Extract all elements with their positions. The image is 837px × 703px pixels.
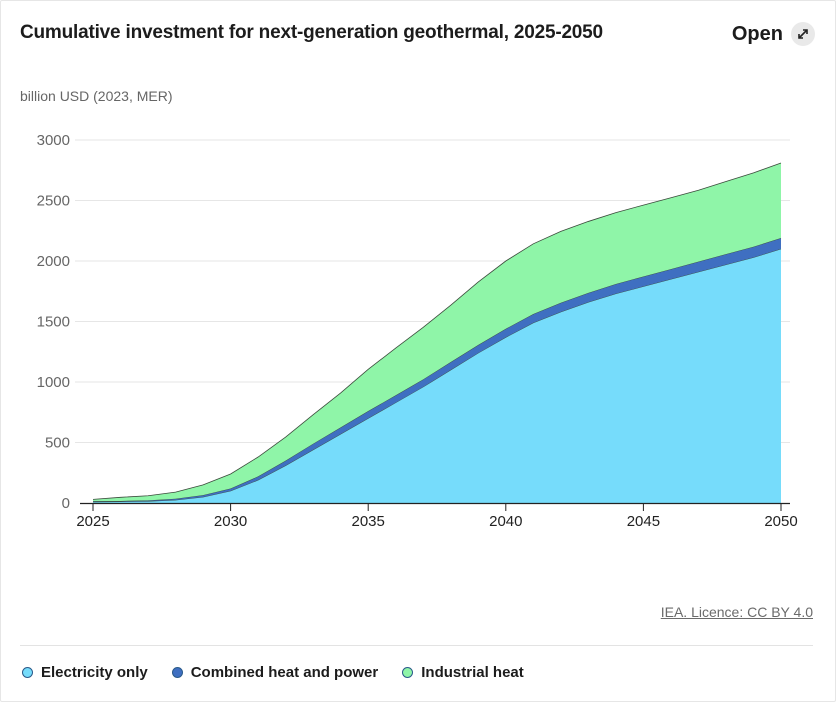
legend-label: Industrial heat <box>421 664 524 681</box>
legend-swatch <box>402 667 414 678</box>
area-industrial-heat <box>93 162 781 502</box>
x-axis: 2025 2030 2035 2040 2045 2050 <box>76 502 798 530</box>
legend-item-combined-heat-and-power[interactable]: Combined heat and power <box>171 664 379 681</box>
y-tick-label: 500 <box>45 435 70 452</box>
legend-item-industrial-heat[interactable]: Industrial heat <box>402 664 524 681</box>
area-combined-heat-and-power <box>93 238 781 502</box>
legend-item-electricity-only[interactable]: Electricity only <box>22 664 148 681</box>
chart-title: Cumulative investment for next-generatio… <box>20 22 603 43</box>
legend-label: Electricity only <box>41 664 148 681</box>
y-axis-unit-label: billion USD (2023, MER) <box>20 88 173 104</box>
area-electricity-only <box>93 248 781 503</box>
y-tick-label: 0 <box>62 495 70 512</box>
legend: Electricity only Combined heat and power I… <box>22 664 524 681</box>
x-tick-label: 2040 <box>489 513 522 530</box>
licence-link[interactable]: IEA. Licence: CC BY 4.0 <box>660 604 813 620</box>
y-tick-label: 1000 <box>37 374 70 391</box>
x-tick-label: 2035 <box>352 513 385 530</box>
x-tick-label: 2045 <box>627 513 660 530</box>
area-chart: 0 500 1000 1500 2000 2500 3000 2025 2030 2035 204… <box>37 132 798 530</box>
stacked-areas <box>92 162 782 503</box>
x-tick-label: 2025 <box>76 513 109 530</box>
open-button[interactable]: Open <box>732 20 815 48</box>
legend-divider <box>20 645 813 646</box>
y-tick-label: 2000 <box>37 253 70 270</box>
y-axis-ticks: 0 500 1000 1500 2000 2500 3000 <box>37 132 70 512</box>
legend-swatch <box>171 667 183 678</box>
y-tick-label: 1500 <box>37 314 70 331</box>
legend-swatch <box>22 667 33 678</box>
x-tick-label: 2050 <box>764 513 797 530</box>
legend-label: Combined heat and power <box>190 664 379 681</box>
x-tick-label: 2030 <box>214 513 247 530</box>
y-tick-label: 2500 <box>37 193 70 210</box>
open-label: Open <box>731 22 783 45</box>
area-edge-line <box>92 162 782 500</box>
expand-arrows-icon <box>791 22 815 46</box>
y-tick-label: 3000 <box>37 132 70 149</box>
